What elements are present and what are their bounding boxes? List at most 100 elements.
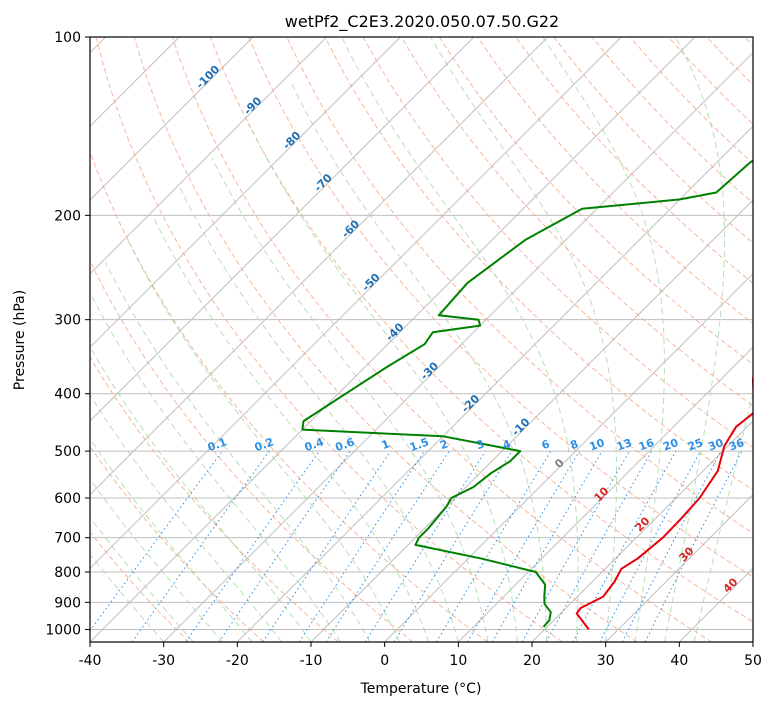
background-lines [90, 37, 753, 642]
mixing-ratio-label: 16 [637, 436, 656, 454]
x-tick-label: 50 [744, 653, 762, 669]
isotherm-line [384, 272, 753, 642]
isotherm-line [90, 37, 622, 570]
mixing-ratio-line [644, 450, 743, 642]
mixing-ratio-line [621, 450, 722, 642]
x-tick-label: 40 [670, 653, 688, 669]
hodo-ring-label: 10 [592, 484, 612, 504]
isotherm-line [90, 37, 475, 422]
dry-adiabat [400, 37, 753, 407]
isotherm-label: -20 [459, 392, 482, 415]
dry-adiabat [324, 37, 753, 491]
mixing-ratio-label: 2 [438, 437, 450, 452]
y-tick-label: 100 [54, 30, 81, 46]
y-tick-label: 200 [54, 208, 81, 224]
y-tick-label: 500 [54, 444, 81, 460]
moist-adiabat [693, 390, 753, 642]
dry-adiabat [133, 37, 638, 642]
moist-adiabat [90, 478, 223, 642]
moist-adiabat [430, 37, 617, 642]
isotherm-label: -60 [339, 217, 362, 240]
isotherm-label: -50 [359, 270, 382, 293]
dry-adiabat [438, 37, 753, 366]
x-tick-label: 0 [380, 653, 389, 669]
x-tick-label: 20 [523, 653, 541, 669]
mixing-ratio-label: 6 [540, 437, 552, 452]
moist-adiabat [341, 37, 579, 642]
dry-adiabat [90, 259, 414, 642]
isotherm-line [457, 346, 753, 642]
moist-adiabat [90, 437, 253, 642]
x-axis-ticks: -40 -30 -20 -10 0 10 20 30 40 50 [79, 642, 762, 669]
x-tick-label: -30 [152, 653, 175, 669]
mixing-ratio-line [298, 450, 425, 642]
mixing-ratio-label: 0.4 [303, 435, 326, 454]
mixing-ratio-label: 0.1 [206, 435, 229, 454]
dry-adiabat [477, 37, 753, 325]
hodo-ring-label: 20 [633, 514, 653, 534]
moist-adiabat [90, 553, 165, 642]
isotherm-line [90, 37, 549, 496]
mixing-ratio-line [599, 450, 701, 642]
hodo-ring-label: 30 [677, 544, 697, 564]
dry-adiabat [362, 37, 753, 449]
data-lines [301, 159, 753, 631]
x-tick-label: -10 [300, 653, 323, 669]
isotherm-line [163, 51, 753, 642]
x-tick-label: 10 [449, 653, 467, 669]
mixing-ratio-label: 0.2 [253, 435, 276, 454]
x-axis-label: Temperature (°C) [360, 681, 482, 697]
mixing-ratio-label: 4 [501, 437, 513, 452]
mixing-ratio-label: 0.6 [334, 435, 357, 454]
moist-adiabat [127, 239, 400, 642]
mixing-ratio-label: 20 [661, 436, 680, 454]
moist-adiabat [90, 394, 282, 642]
isotherm-line [90, 37, 328, 275]
mixing-ratio-line [262, 450, 392, 642]
mixing-ratio-line [467, 450, 580, 642]
y-tick-label: 1000 [45, 622, 81, 638]
dry-adiabat [171, 37, 712, 642]
x-tick-label: -40 [79, 653, 102, 669]
mixing-ratio-label: 8 [568, 437, 580, 452]
y-tick-label: 700 [54, 531, 81, 547]
mixing-ratio-label: 25 [686, 436, 705, 453]
dry-adiabat [706, 37, 753, 86]
hodo-ring-label: 0 [552, 456, 567, 471]
moist-adiabat [542, 37, 665, 642]
mixing-ratio-line [572, 450, 677, 642]
mixing-ratio-label: 3 [474, 437, 486, 452]
isotherm-line [531, 420, 753, 642]
isotherm-line [236, 125, 753, 642]
isotherm-line [90, 37, 696, 642]
isotherm-label: -30 [418, 359, 441, 382]
isotherm-line [605, 493, 753, 642]
mixing-ratio-line [545, 450, 653, 642]
dry-adiabat [90, 356, 339, 642]
mixing-ratio-label: 13 [615, 436, 634, 453]
mixing-ratio-label: 30 [706, 436, 725, 454]
chart-title: wetPf2_C2E3.2020.050.07.50.G22 [285, 12, 559, 32]
temperature-profile [575, 370, 753, 631]
mixing-ratio-line [325, 450, 450, 642]
moist-adiabat [179, 187, 459, 642]
moist-adiabat [211, 157, 489, 642]
moist-adiabat [248, 123, 518, 642]
mixing-ratio-label: 1.5 [408, 435, 431, 454]
hodo-ring-label: 40 [721, 575, 741, 595]
dry-adiabat [90, 445, 264, 642]
x-tick-label: -20 [226, 653, 249, 669]
mixing-ratio-line [131, 450, 270, 642]
x-tick-label: 30 [597, 653, 615, 669]
isotherm-line [90, 37, 401, 349]
isotherm-line [90, 37, 254, 201]
y-tick-label: 900 [54, 595, 81, 611]
y-tick-label: 400 [54, 387, 81, 403]
dewpoint-profile [301, 159, 753, 628]
isotherm-label: -10 [509, 415, 532, 438]
mixing-ratio-label: 1 [380, 437, 392, 452]
mixing-ratio-label: 36 [727, 436, 746, 454]
mixing-ratio-line [185, 450, 320, 642]
mixing-ratio-line [364, 450, 486, 642]
isotherm-label: -90 [241, 94, 264, 117]
